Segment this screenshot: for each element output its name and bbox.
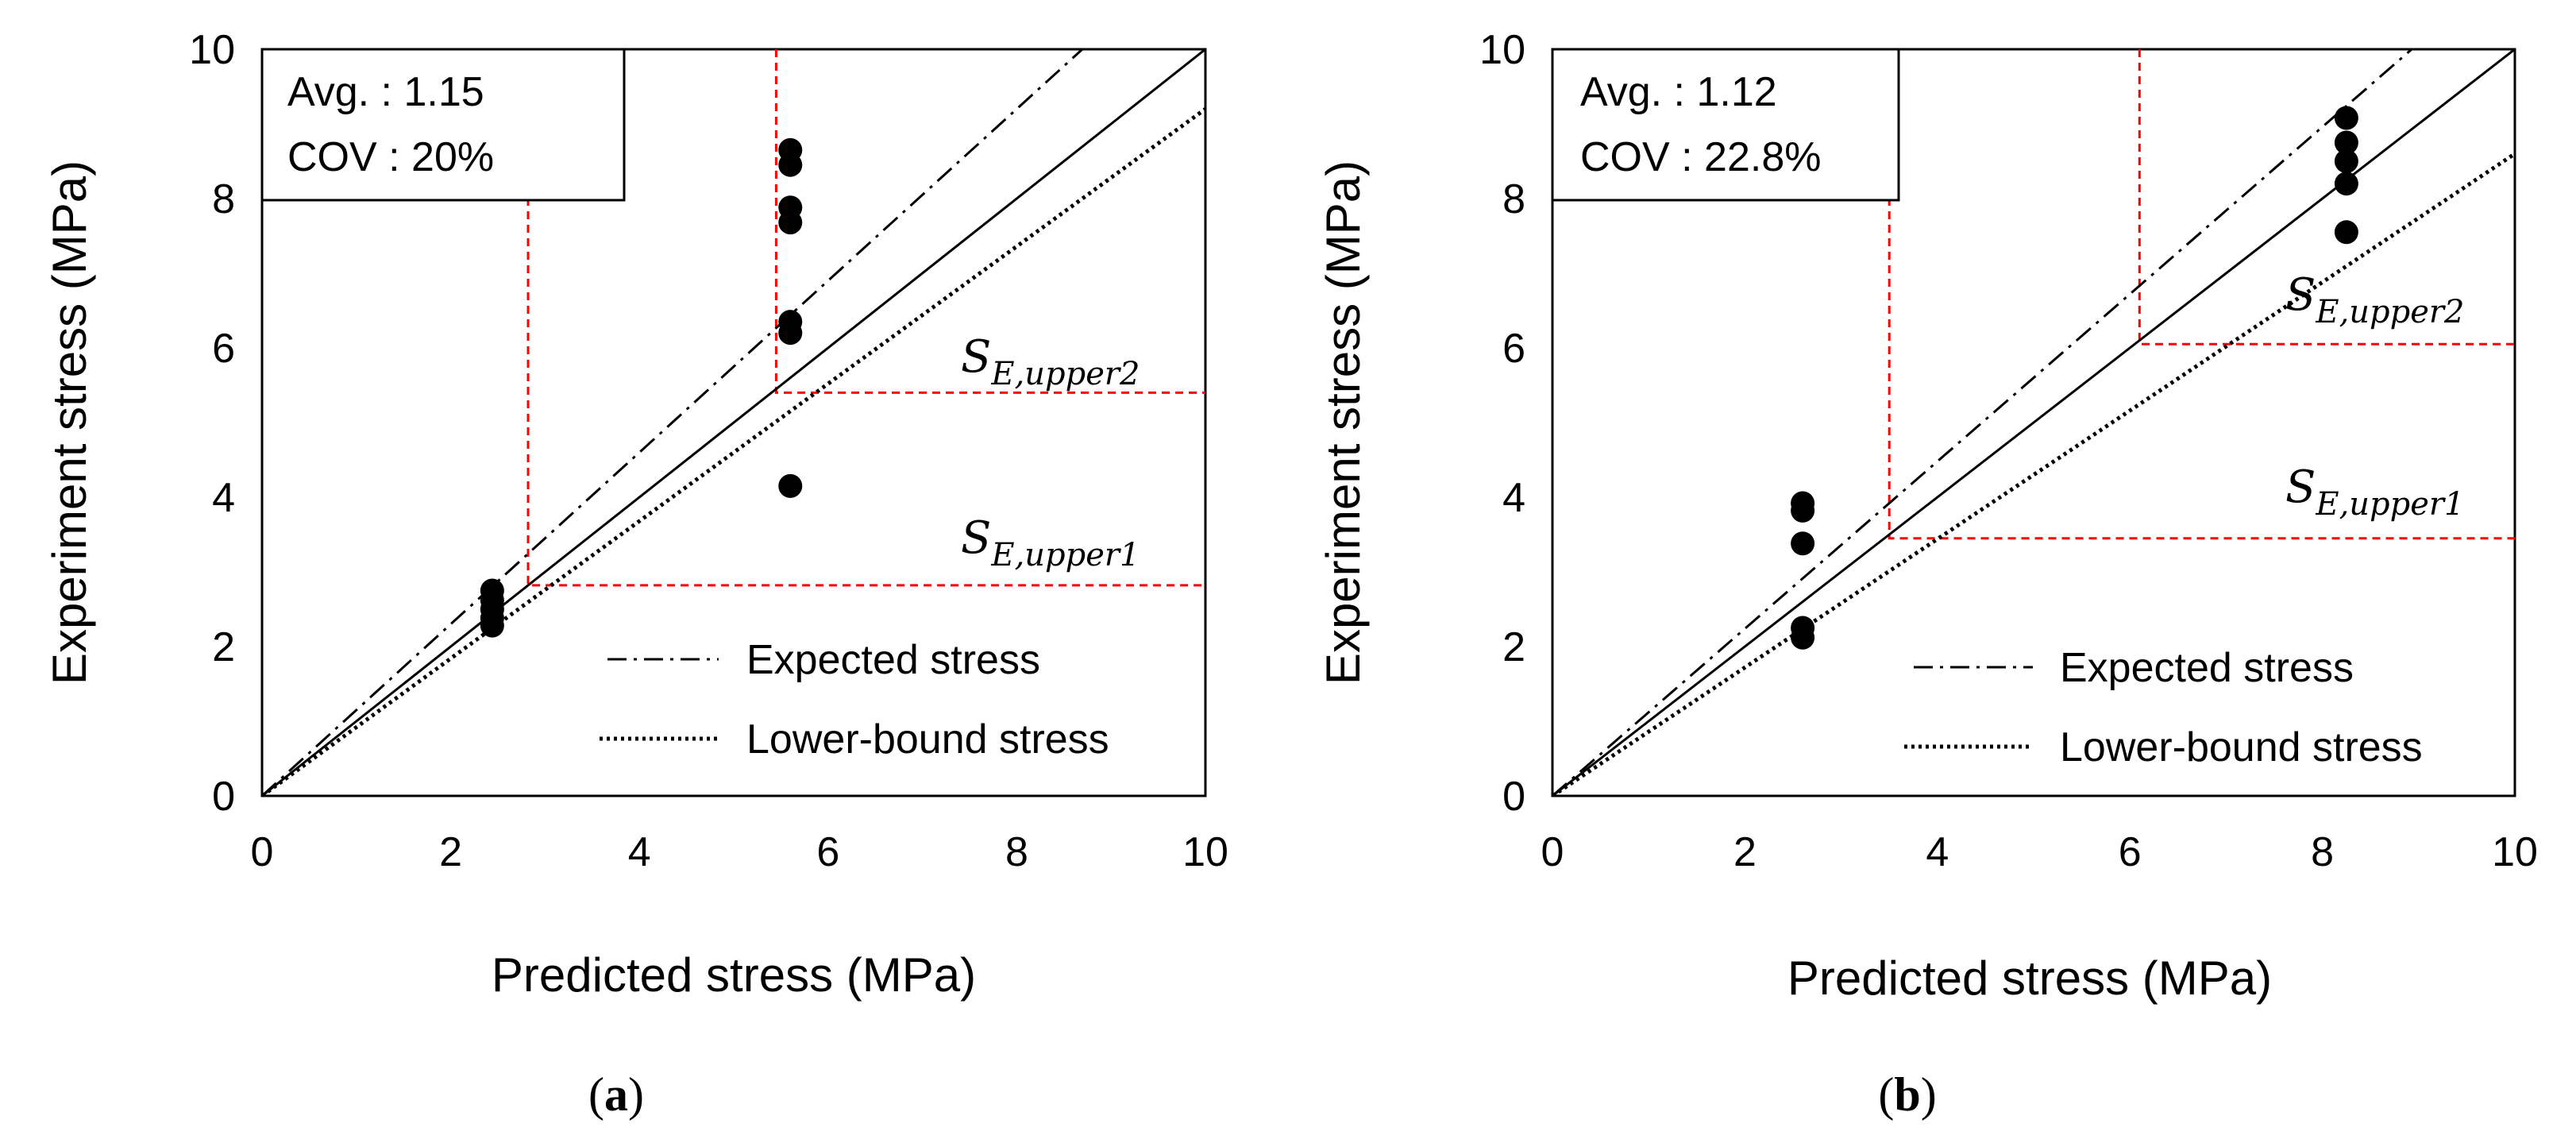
y-tick-label: 8 [1502,176,1525,222]
x-tick-label: 8 [1005,829,1028,875]
data-point [480,578,504,603]
ref-label-main: S [2285,461,2316,513]
y-tick-label: 0 [212,774,235,820]
data-point [2334,130,2358,155]
ref-label-upper2: SE,upper2 [2285,269,2465,330]
y-tick-label: 2 [1502,624,1525,670]
stats-box: Avg. : 1.12 COV : 22.8% [1551,48,1900,202]
panel-b: 0 2 4 6 8 10 0 2 4 6 8 10 Avg. : 1.12 COV : 22.8% S… [1317,27,2538,1121]
y-tick-label: 4 [1502,475,1525,521]
legend-label-lower-bound: Lower-bound stress [2060,724,2423,770]
data-point [2334,172,2358,196]
y-tick-label: 10 [1479,27,1525,73]
data-point [1791,531,1815,556]
stats-box-frame [1551,48,1900,202]
y-tick-label: 2 [212,624,235,670]
legend-label-expected: Expected stress [746,637,1040,683]
ref-label-main: S [961,331,991,383]
expected-stress-line [1552,49,2414,796]
stats-avg: Avg. : 1.12 [1580,69,1777,115]
y-tick-label: 4 [212,475,235,521]
y-tick-label: 0 [1502,774,1525,820]
ref-label-upper1: SE,upper1 [2285,461,2465,523]
stats-avg: Avg. : 1.15 [287,69,484,115]
x-axis-title: Predicted stress (MPa) [1787,952,2272,1005]
x-tick-label: 6 [816,829,839,875]
svg-text:SE,upper1: SE,upper1 [2285,461,2465,523]
ref-label-main: S [2285,269,2316,321]
panel-label: (a) [588,1068,644,1121]
data-point [1791,498,1815,523]
stats-box: Avg. : 1.15 COV : 20% [260,48,626,202]
stats-cov: COV : 20% [287,134,494,180]
ref-label-subscript: E,upper1 [2315,486,2464,523]
y-tick-label: 8 [212,176,235,222]
ref-label-upper2: SE,upper2 [961,331,1140,392]
data-point [778,153,803,177]
y-tick-label: 6 [1502,326,1525,372]
ref-label-main: S [961,512,991,564]
reference-line-upper2 [2138,49,2515,346]
panel-letter: b [1894,1068,1920,1121]
stats-box-frame [260,48,626,202]
data-layer: 0 2 4 6 8 10 0 2 4 6 8 10 [189,27,1228,875]
lower-bound-stress-line [262,107,1205,796]
y-axis-title: Experiment stress (MPa) [43,160,96,685]
data-point [2334,220,2358,245]
data-point [778,473,803,498]
legend-label-lower-bound: Lower-bound stress [746,716,1109,763]
expected-stress-line [262,49,1085,796]
svg-text:SE,upper2: SE,upper2 [2285,269,2465,330]
y-tick-label: 6 [212,326,235,372]
x-tick-label: 2 [439,829,462,875]
y-tick-label: 10 [189,27,235,73]
ref-label-subscript: E,upper2 [2315,294,2464,330]
plot-area [1551,48,2516,797]
y-axis-title: Experiment stress (MPa) [1317,160,1370,685]
ref-label-subscript: E,upper1 [990,537,1140,573]
x-tick-label: 6 [2119,829,2142,875]
data-point [2334,106,2358,130]
legend: Expected stress Lower-bound stress [600,637,1109,763]
svg-text:SE,upper1: SE,upper1 [961,512,1140,573]
x-axis-title: Predicted stress (MPa) [492,948,976,1002]
svg-text:SE,upper2: SE,upper2 [961,331,1140,392]
x-tick-label: 2 [1733,829,1757,875]
x-tick-label: 4 [1926,829,1949,875]
reference-line-upper1 [526,49,1205,587]
plot-area [260,48,1207,797]
panel-letter: a [604,1068,628,1121]
x-tick-label: 0 [251,829,274,875]
data-point [778,210,803,235]
ref-label-subscript: E,upper2 [990,356,1140,392]
data-layer: 0 2 4 6 8 10 0 2 4 6 8 10 [1479,27,2538,875]
panel-label: (b) [1878,1068,1936,1121]
x-tick-label: 8 [2311,829,2334,875]
equality-line [1552,49,2515,796]
lower-bound-stress-line [1552,152,2515,796]
data-point [778,321,803,346]
stats-cov: COV : 22.8% [1580,134,1821,180]
x-tick-label: 10 [2492,829,2538,875]
x-tick-label: 0 [1541,829,1564,875]
equality-line [262,49,1205,796]
legend: Expected stress Lower-bound stress [1904,645,2423,770]
reference-line-upper1 [1888,49,2515,540]
x-tick-label: 10 [1182,829,1228,875]
legend-label-expected: Expected stress [2060,645,2354,691]
x-tick-label: 4 [628,829,651,875]
ref-label-upper1: SE,upper1 [961,512,1140,573]
reference-line-upper2 [774,49,1205,394]
data-point [2334,149,2358,173]
